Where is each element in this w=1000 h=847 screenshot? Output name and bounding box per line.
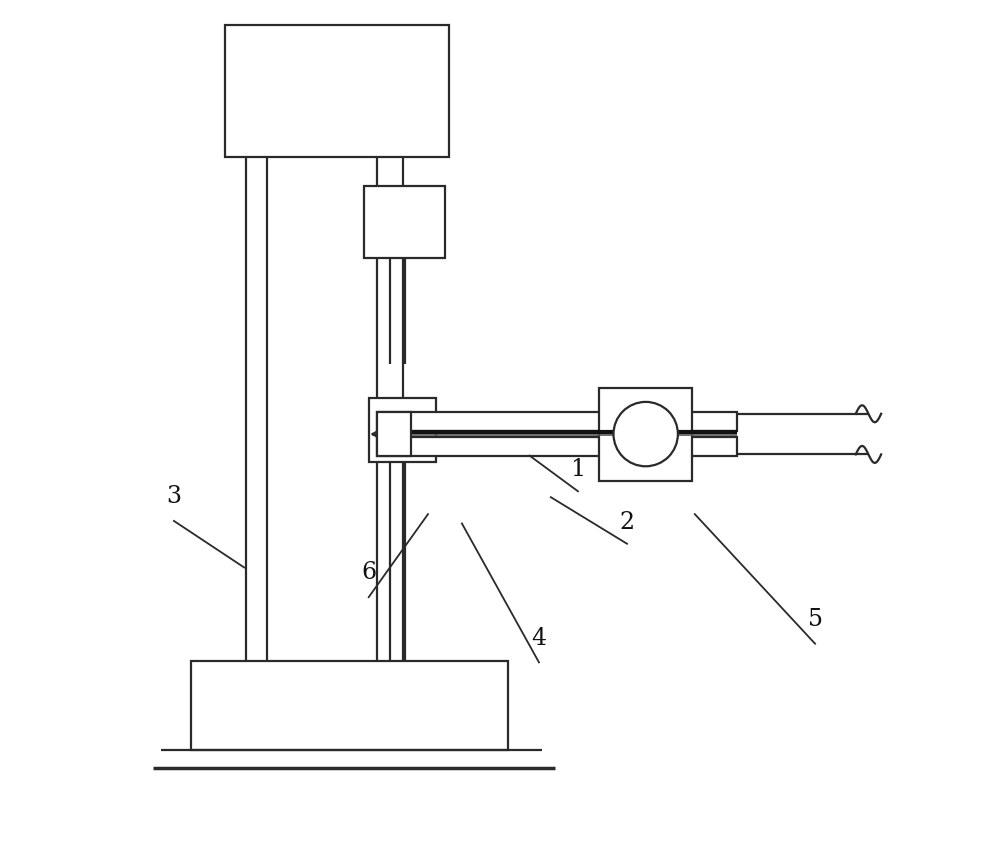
Text: 3: 3 <box>166 485 181 508</box>
Text: 1: 1 <box>570 458 585 481</box>
Bar <box>377 437 737 456</box>
Text: 4: 4 <box>531 627 547 650</box>
Bar <box>369 398 436 462</box>
Bar <box>191 661 508 750</box>
Bar <box>377 412 411 456</box>
Bar <box>377 412 737 430</box>
Bar <box>599 388 692 481</box>
Text: 6: 6 <box>361 562 376 584</box>
Polygon shape <box>373 412 407 435</box>
Polygon shape <box>373 435 407 456</box>
Bar <box>364 186 445 258</box>
Text: 2: 2 <box>619 511 635 534</box>
Circle shape <box>613 402 678 466</box>
Bar <box>225 25 449 157</box>
Text: 5: 5 <box>808 608 823 631</box>
